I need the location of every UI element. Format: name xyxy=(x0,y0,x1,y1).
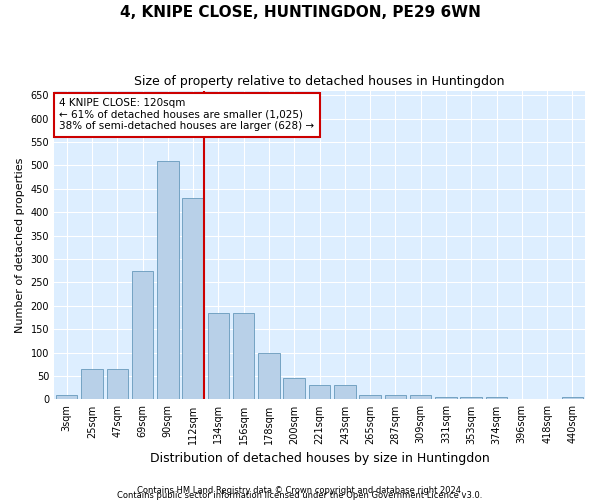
Bar xyxy=(562,397,583,400)
Bar xyxy=(258,352,280,400)
Bar xyxy=(359,395,381,400)
Bar xyxy=(460,397,482,400)
Bar xyxy=(56,395,77,400)
Bar xyxy=(81,369,103,400)
Text: 4 KNIPE CLOSE: 120sqm
← 61% of detached houses are smaller (1,025)
38% of semi-d: 4 KNIPE CLOSE: 120sqm ← 61% of detached … xyxy=(59,98,314,132)
Bar xyxy=(283,378,305,400)
Bar xyxy=(107,369,128,400)
Title: Size of property relative to detached houses in Huntingdon: Size of property relative to detached ho… xyxy=(134,75,505,88)
X-axis label: Distribution of detached houses by size in Huntingdon: Distribution of detached houses by size … xyxy=(149,452,490,465)
Bar xyxy=(410,395,431,400)
Bar xyxy=(132,270,153,400)
Y-axis label: Number of detached properties: Number of detached properties xyxy=(15,158,25,332)
Bar xyxy=(208,313,229,400)
Text: 4, KNIPE CLOSE, HUNTINGDON, PE29 6WN: 4, KNIPE CLOSE, HUNTINGDON, PE29 6WN xyxy=(119,5,481,20)
Bar xyxy=(385,395,406,400)
Bar xyxy=(233,313,254,400)
Text: Contains public sector information licensed under the Open Government Licence v3: Contains public sector information licen… xyxy=(118,491,482,500)
Bar xyxy=(334,386,356,400)
Bar xyxy=(309,386,330,400)
Text: Contains HM Land Registry data © Crown copyright and database right 2024.: Contains HM Land Registry data © Crown c… xyxy=(137,486,463,495)
Bar xyxy=(182,198,204,400)
Bar xyxy=(157,161,179,400)
Bar xyxy=(486,397,507,400)
Bar xyxy=(435,397,457,400)
